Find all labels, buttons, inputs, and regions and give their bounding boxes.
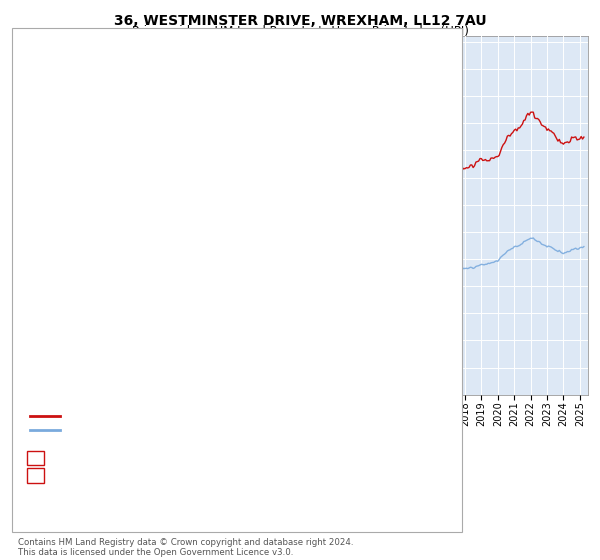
Text: 2: 2 — [32, 470, 39, 480]
Bar — [63, 15, 76, 395]
Bar — [441, 64, 452, 85]
Text: 36, WESTMINSTER DRIVE, WREXHAM, LL12 7AU (detached house): 36, WESTMINSTER DRIVE, WREXHAM, LL12 7AU… — [69, 410, 412, 421]
Text: 2: 2 — [443, 69, 451, 80]
Bar — [109, 64, 120, 85]
Text: 25-NOV-2016: 25-NOV-2016 — [57, 470, 131, 480]
Text: £390,000: £390,000 — [180, 470, 233, 480]
Text: £77,000: £77,000 — [180, 453, 226, 463]
Text: 15-AUG-1996: 15-AUG-1996 — [57, 453, 131, 463]
Text: 36, WESTMINSTER DRIVE, WREXHAM, LL12 7AU: 36, WESTMINSTER DRIVE, WREXHAM, LL12 7AU — [113, 14, 487, 28]
Text: 1: 1 — [110, 69, 118, 80]
Text: Contains HM Land Registry data © Crown copyright and database right 2024.
This d: Contains HM Land Registry data © Crown c… — [18, 538, 353, 557]
Text: 17% ↑ HPI: 17% ↑ HPI — [288, 453, 347, 463]
Text: HPI: Average price, detached house, Wrexham: HPI: Average price, detached house, Wrex… — [69, 425, 311, 435]
Text: 80% ↑ HPI: 80% ↑ HPI — [288, 470, 347, 480]
Text: 1: 1 — [32, 453, 39, 463]
Text: Price paid vs. HM Land Registry's House Price Index (HPI): Price paid vs. HM Land Registry's House … — [131, 25, 469, 38]
